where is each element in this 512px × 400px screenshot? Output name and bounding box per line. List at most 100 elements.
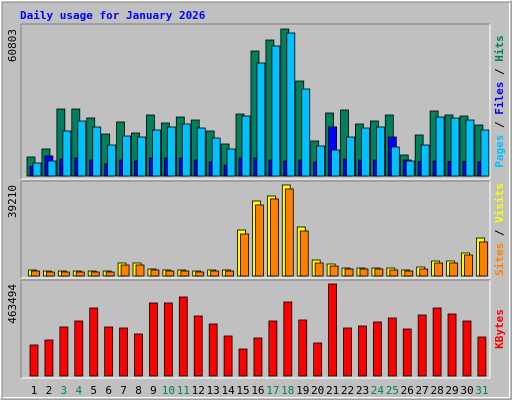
bar <box>253 337 263 377</box>
bar <box>166 126 176 177</box>
bar <box>269 198 279 277</box>
legend: Sites / Visits <box>493 183 506 276</box>
bar <box>314 262 324 277</box>
x-tick-label: 24 <box>371 384 385 397</box>
bar <box>313 342 323 377</box>
bar <box>89 307 99 377</box>
bar <box>316 145 326 177</box>
legend-entry: Visits <box>493 183 506 223</box>
bar <box>32 162 42 177</box>
bar <box>241 115 251 177</box>
bar <box>150 269 160 277</box>
x-tick-label: 6 <box>105 384 112 397</box>
x-tick-label: 8 <box>135 384 142 397</box>
bar <box>432 307 442 377</box>
bar <box>358 325 367 377</box>
bar <box>434 262 444 277</box>
legend: KBytes <box>493 309 506 349</box>
bar <box>152 129 161 177</box>
bar <box>390 146 400 177</box>
bar <box>74 320 84 377</box>
bar <box>225 270 234 277</box>
bar <box>208 323 218 377</box>
bar <box>405 160 415 177</box>
x-tick-label: 30 <box>460 384 473 397</box>
chart-title: Daily usage for January 2026 <box>20 9 206 22</box>
bar <box>331 149 341 177</box>
bar <box>77 120 87 177</box>
x-tick-label: 3 <box>61 384 68 397</box>
legend-entry: Hits <box>493 35 506 62</box>
x-tick-label: 2 <box>46 384 53 397</box>
bar <box>92 126 102 177</box>
bar <box>44 339 54 377</box>
x-tick-label: 4 <box>75 384 82 397</box>
x-tick-label: 31 <box>475 384 488 397</box>
bar <box>255 204 264 277</box>
bar <box>180 270 190 277</box>
bar <box>120 264 130 277</box>
bar <box>361 127 370 177</box>
bar <box>149 302 158 377</box>
bar <box>329 265 339 277</box>
x-tick-label: 27 <box>416 384 429 397</box>
x-tick-label: 20 <box>311 384 324 397</box>
x-tick-label: 18 <box>281 384 294 397</box>
bar <box>328 283 338 377</box>
x-tick-label: 15 <box>236 384 249 397</box>
bar <box>104 326 114 377</box>
bar <box>107 144 117 177</box>
bar <box>90 271 100 277</box>
bar <box>372 321 382 377</box>
bar <box>283 301 293 377</box>
legend-separator: / <box>493 223 506 243</box>
bar <box>299 230 309 277</box>
bar <box>344 268 354 277</box>
x-tick-label: 5 <box>90 384 97 397</box>
bar <box>62 130 72 177</box>
bar <box>119 327 128 377</box>
bar <box>284 188 294 277</box>
bar <box>271 45 281 177</box>
bar <box>417 314 427 377</box>
bar <box>223 335 233 377</box>
bar <box>375 126 385 177</box>
x-tick-label: 9 <box>150 384 157 397</box>
bar <box>134 333 143 377</box>
x-tick-label: 14 <box>221 384 235 397</box>
legend: Pages / Files / Hits <box>493 35 506 168</box>
x-tick-label: 17 <box>266 384 279 397</box>
x-tick-label: 28 <box>430 384 443 397</box>
bar <box>420 144 430 177</box>
bar <box>31 270 40 277</box>
x-tick-label: 25 <box>386 384 399 397</box>
bar <box>465 119 475 177</box>
bar <box>59 326 69 377</box>
legend-separator: / <box>493 62 506 82</box>
bar <box>419 268 429 277</box>
bar <box>462 320 472 377</box>
bar <box>298 319 308 377</box>
x-tick-label: 13 <box>207 384 220 397</box>
bar <box>447 313 457 377</box>
bar <box>359 268 369 277</box>
bar <box>449 262 458 277</box>
x-tick-label: 26 <box>401 384 414 397</box>
legend-separator: / <box>493 115 506 135</box>
bar <box>60 271 70 277</box>
x-tick-label: 12 <box>192 384 205 397</box>
bar <box>137 136 146 177</box>
x-tick-label: 16 <box>251 384 264 397</box>
bar <box>135 264 145 277</box>
bar <box>105 271 115 277</box>
x-tick-label: 11 <box>177 384 190 397</box>
bar <box>181 123 191 177</box>
bar <box>75 271 85 277</box>
x-tick-label: 21 <box>326 384 339 397</box>
bar <box>477 336 487 377</box>
bar <box>402 328 412 377</box>
legend-entry: KBytes <box>493 309 506 349</box>
